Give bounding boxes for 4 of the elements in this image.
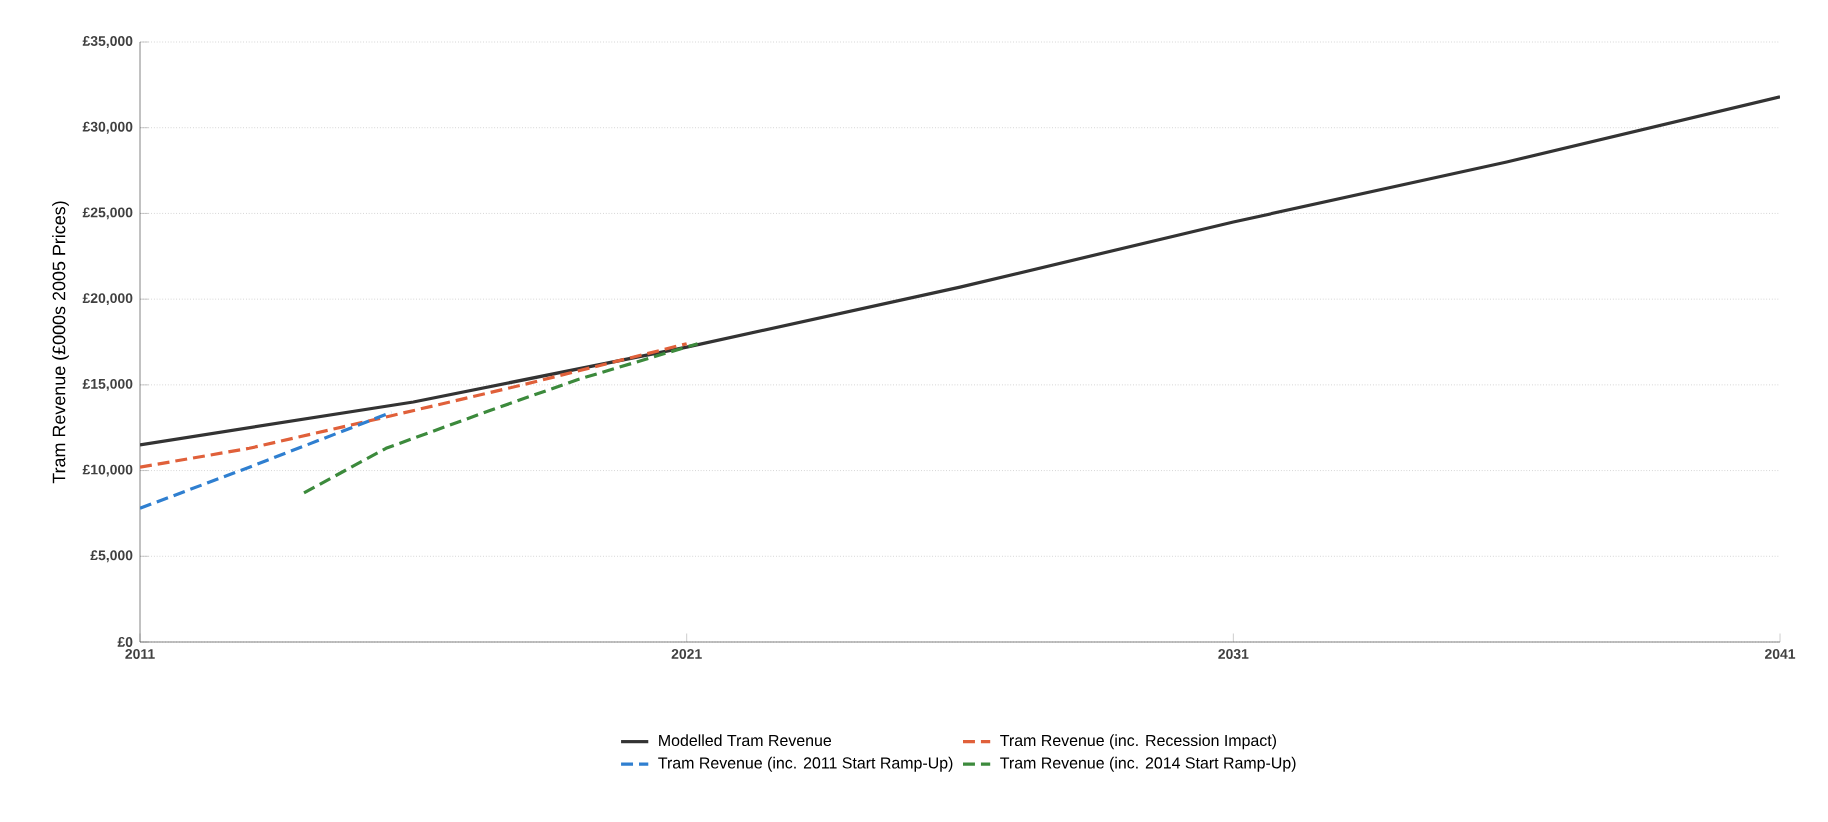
line-series — [302, 342, 700, 495]
line-series — [140, 95, 1781, 447]
y-axis-title: Tram Revenue (£000s 2005 Prices) — [52, 201, 69, 484]
line-series — [140, 342, 689, 469]
